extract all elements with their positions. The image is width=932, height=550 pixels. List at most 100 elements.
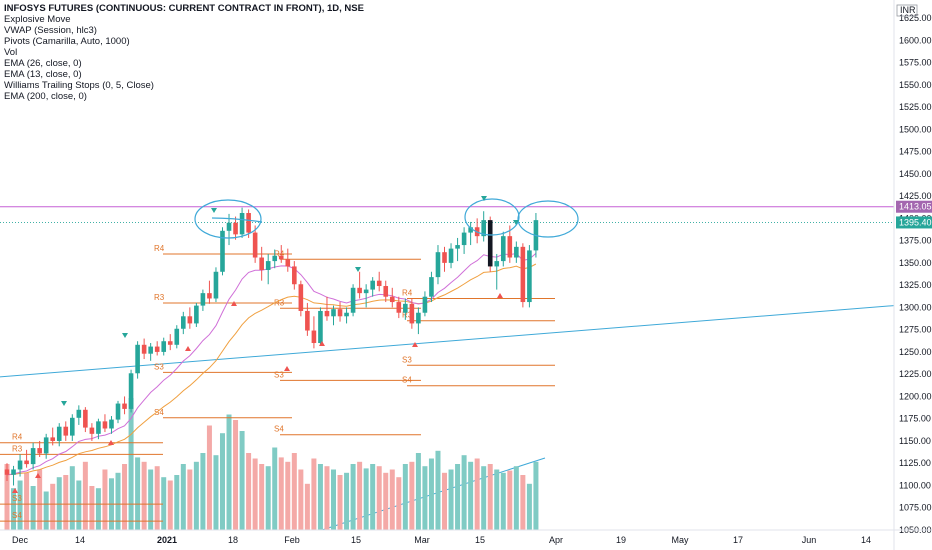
- indicator-vol[interactable]: Vol: [4, 47, 18, 58]
- candle-body: [213, 271, 219, 299]
- candle-body: [239, 213, 245, 235]
- y-tick-label: 1300.00: [899, 302, 932, 312]
- indicator-ema26[interactable]: EMA (26, close, 0): [4, 58, 82, 69]
- candle-body: [422, 296, 428, 313]
- indicator-williams-stops[interactable]: Williams Trailing Stops (0, 5, Close): [4, 80, 154, 91]
- candle-body: [416, 312, 421, 324]
- volume-bar: [135, 457, 141, 530]
- volume-bar: [246, 453, 252, 530]
- indicator-ema200[interactable]: EMA (200, close, 0): [4, 91, 87, 102]
- y-tick-label: 1225.00: [899, 369, 932, 379]
- candle-body: [154, 346, 160, 352]
- y-tick-label: 1475.00: [899, 147, 932, 157]
- volume-bar: [291, 453, 297, 530]
- candle: [350, 284, 356, 317]
- candle-body: [259, 257, 264, 270]
- drawings: [12, 196, 579, 493]
- volume-bar: [95, 488, 101, 530]
- candle-body: [370, 280, 375, 290]
- candle-body: [89, 427, 95, 434]
- candle-body: [448, 248, 454, 263]
- candle: [24, 449, 29, 468]
- time-axis[interactable]: Dec 14 2021 18 Feb 15 Mar 15 Apr 19 May 17 Jun 14: [0, 529, 932, 545]
- candle: [239, 207, 245, 238]
- x-tick-label: 2021: [157, 535, 177, 545]
- x-tick-label: Apr: [549, 535, 563, 545]
- price-axis[interactable]: 1050.001075.001100.001125.001150.001175.…: [893, 0, 932, 550]
- y-tick-label: 1625.00: [899, 13, 932, 23]
- x-tick-label: 19: [616, 535, 626, 545]
- marker-down-arrow: [481, 196, 487, 201]
- candle: [461, 227, 467, 254]
- candle: [207, 280, 212, 304]
- highlight-arc: [211, 217, 263, 223]
- candle-body: [207, 293, 212, 299]
- candle-body: [148, 346, 153, 354]
- candle: [141, 338, 147, 360]
- candle-body: [194, 305, 199, 324]
- volume-bar: [206, 425, 212, 530]
- candle-body: [76, 409, 82, 418]
- candle: [213, 267, 219, 303]
- pivot-label: S3: [402, 355, 412, 364]
- candle: [187, 307, 193, 329]
- candle: [285, 248, 291, 272]
- candle-body: [246, 213, 251, 233]
- candle-body: [396, 302, 402, 313]
- marker-down-arrow: [122, 333, 128, 338]
- volume-bar: [82, 461, 88, 530]
- volume-bar: [363, 468, 369, 530]
- candle: [233, 216, 238, 240]
- pivot-label: S4: [12, 511, 22, 520]
- indicator-ema13[interactable]: EMA (13, close, 0): [4, 69, 82, 80]
- y-tick-label: 1350.00: [899, 258, 932, 268]
- candle-body: [200, 293, 206, 306]
- volume-bar: [468, 461, 474, 530]
- marker-down-arrow: [211, 208, 217, 213]
- volume-bar: [187, 469, 193, 530]
- candle-body: [56, 426, 62, 441]
- indicator-vwap[interactable]: VWAP (Session, hlc3): [4, 25, 97, 36]
- resistance-price-badge: 1413.05: [896, 200, 932, 213]
- volume-bar: [30, 486, 36, 530]
- candle: [481, 211, 486, 242]
- candle: [363, 284, 369, 308]
- volume-bar: [122, 464, 128, 530]
- candle-body: [187, 316, 193, 324]
- candle: [370, 277, 375, 297]
- indicator-legend: INFOSYS FUTURES (CONTINUOUS: CURRENT CON…: [4, 3, 364, 102]
- indicator-explosive-move[interactable]: Explosive Move: [4, 14, 71, 25]
- candle-body: [455, 245, 460, 249]
- volume-bar: [11, 488, 17, 530]
- volume-bar: [298, 469, 304, 530]
- volume-bar: [428, 458, 434, 530]
- candle: [403, 298, 408, 320]
- candle: [494, 253, 500, 290]
- volume-bar: [213, 455, 219, 530]
- candle: [416, 307, 421, 335]
- volume-bar: [409, 461, 415, 530]
- volume-bar: [50, 483, 56, 530]
- candle-body: [429, 277, 434, 297]
- ema26-line: [6, 263, 537, 476]
- candle: [148, 343, 153, 361]
- pivot-label: S4: [274, 425, 284, 434]
- volume-bar: [304, 483, 310, 530]
- x-tick-label: Dec: [12, 535, 29, 545]
- candle: [56, 423, 62, 447]
- marker-up-arrow: [185, 346, 191, 351]
- y-tick-label: 1325.00: [899, 280, 932, 290]
- volume-bar: [474, 458, 480, 530]
- symbol-title[interactable]: INFOSYS FUTURES (CONTINUOUS: CURRENT CON…: [4, 3, 364, 14]
- candle: [272, 249, 278, 269]
- y-tick-label: 1250.00: [899, 347, 932, 357]
- indicator-pivots[interactable]: Pivots (Camarilla, Auto, 1000): [4, 36, 130, 47]
- candle: [161, 337, 167, 356]
- candle-body: [161, 341, 167, 352]
- candle-body: [174, 328, 180, 345]
- x-tick-label: Jun: [802, 535, 817, 545]
- candle: [265, 253, 271, 285]
- marker-down-arrow: [61, 401, 67, 406]
- volume-bar: [337, 475, 343, 530]
